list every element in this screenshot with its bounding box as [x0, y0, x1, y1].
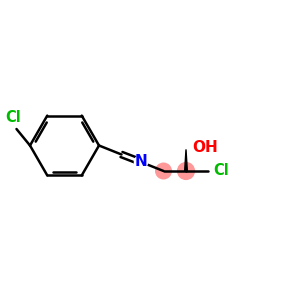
Text: Cl: Cl: [5, 110, 21, 125]
Text: Cl: Cl: [213, 163, 229, 178]
Circle shape: [156, 163, 171, 179]
Text: N: N: [135, 154, 147, 169]
Text: OH: OH: [192, 140, 218, 154]
Circle shape: [178, 163, 194, 179]
Circle shape: [134, 155, 148, 169]
Polygon shape: [185, 149, 187, 171]
